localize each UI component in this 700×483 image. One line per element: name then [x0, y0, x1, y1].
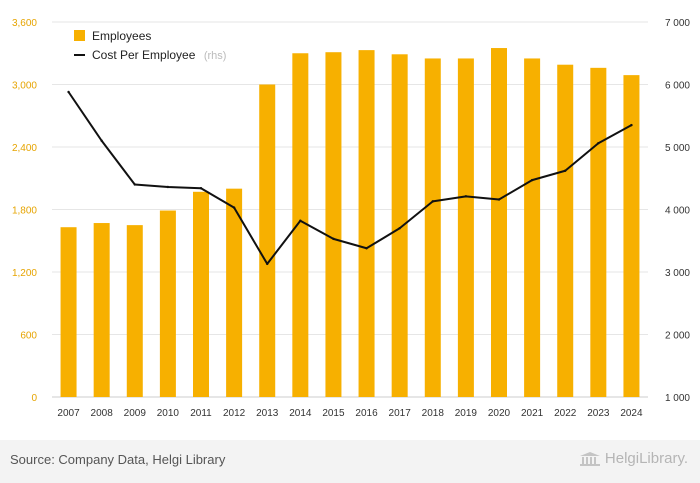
x-tick-label: 2015	[322, 408, 345, 419]
point-cost-2021	[530, 178, 534, 182]
bar-employees-2010	[159, 210, 176, 397]
point-cost-2008	[100, 139, 103, 142]
point-cost-2018	[431, 200, 434, 203]
right-tick-label: 2 000	[665, 331, 690, 342]
legend-label-employees: Employees	[92, 29, 151, 43]
left-tick-label: 0	[31, 393, 37, 404]
bar-series-employees	[60, 48, 640, 398]
left-tick-label: 600	[20, 331, 37, 342]
point-cost-2019	[464, 195, 468, 198]
source-note: Source: Company Data, Helgi Library	[10, 452, 226, 467]
left-tick-label: 1,800	[12, 206, 37, 217]
point-cost-2023	[597, 142, 600, 145]
brand-logo: HelgiLibrary.	[579, 450, 688, 467]
brand-name: HelgiLibrary.	[604, 450, 688, 467]
right-tick-label: 6 000	[665, 81, 690, 92]
x-tick-label: 2014	[289, 408, 312, 419]
x-tick-label: 2007	[57, 408, 80, 419]
right-tick-label: 7 000	[665, 18, 690, 29]
point-cost-2007	[67, 90, 70, 94]
x-axis-ticks: 2007 2008 2009 2010 2011 2012 2013 2014 2015 2016…	[57, 408, 643, 419]
x-tick-label: 2011	[190, 408, 212, 419]
x-tick-label: 2018	[422, 408, 445, 419]
bar-employees-2016	[358, 50, 375, 397]
legend-label-cost-note: (rhs)	[204, 50, 227, 62]
point-cost-2009	[133, 183, 136, 186]
bar-employees-2009	[126, 225, 143, 397]
right-tick-label: 4 000	[665, 206, 690, 217]
left-tick-label: 2,400	[12, 143, 37, 154]
grid-lines	[52, 21, 648, 398]
bar-employees-2015	[325, 52, 342, 397]
line-series-cost-per-employee	[67, 90, 633, 266]
right-tick-label: 3 000	[665, 268, 690, 279]
bar-employees-2020	[491, 48, 507, 398]
x-tick-label: 2017	[389, 408, 412, 419]
point-cost-2014	[299, 219, 302, 222]
bar-employees-2007	[60, 227, 77, 397]
bar-employees-2023	[590, 67, 607, 397]
x-tick-label: 2019	[455, 408, 478, 419]
point-cost-2020	[497, 198, 501, 201]
left-tick-label: 3,000	[12, 81, 37, 92]
legend: Employees Cost Per Employee (rhs)	[74, 29, 226, 63]
bar-employees-2021	[524, 58, 541, 397]
x-tick-label: 2022	[554, 408, 577, 419]
x-tick-label: 2013	[256, 408, 279, 419]
point-cost-2024	[630, 123, 633, 127]
point-cost-2015	[332, 237, 335, 241]
bar-employees-2018	[424, 58, 441, 397]
legend-label-cost-group: Cost Per Employee (rhs)	[92, 46, 226, 63]
x-tick-label: 2008	[91, 408, 114, 419]
point-cost-2011	[199, 187, 203, 190]
bar-employees-2024	[623, 75, 640, 397]
x-tick-label: 2010	[157, 408, 180, 419]
bar-employees-2013	[259, 84, 276, 397]
point-cost-2016	[365, 247, 368, 250]
right-tick-label: 1 000	[665, 393, 690, 404]
bar-employees-2012	[226, 188, 243, 397]
point-cost-2022	[564, 169, 567, 172]
point-cost-2017	[398, 227, 401, 230]
library-building-icon	[579, 451, 600, 466]
left-axis-ticks: 0 600 1,200 1,800 2,400 3,000 3,600	[12, 18, 37, 404]
bar-employees-2019	[457, 58, 474, 397]
x-tick-label: 2016	[355, 408, 378, 419]
bar-employees-2017	[391, 54, 408, 398]
right-axis-ticks: 1 000 2 000 3 000 4 000 5 000 6 000 7 000	[665, 18, 690, 404]
point-cost-2010	[166, 185, 170, 189]
point-cost-2012	[232, 206, 236, 209]
bar-employees-2011	[193, 191, 209, 397]
x-tick-label: 2012	[223, 408, 246, 419]
x-tick-label: 2020	[488, 408, 511, 419]
x-tick-label: 2023	[587, 408, 610, 419]
legend-swatch-employees	[74, 30, 85, 41]
x-tick-label: 2024	[620, 408, 643, 419]
bar-employees-2008	[93, 223, 110, 397]
bar-employees-2022	[557, 64, 574, 397]
point-cost-2013	[266, 262, 269, 266]
combo-chart: 0 600 1,200 1,800 2,400 3,000 3,600 1 000 2 000…	[12, 18, 690, 419]
x-tick-label: 2009	[124, 408, 147, 419]
left-tick-label: 1,200	[12, 268, 37, 279]
x-tick-label: 2021	[521, 408, 544, 419]
bar-employees-2014	[292, 53, 309, 397]
right-tick-label: 5 000	[665, 143, 690, 154]
left-tick-label: 3,600	[12, 18, 37, 29]
line-cost-per-employee	[67, 91, 632, 265]
legend-label-cost: Cost Per Employee	[92, 48, 196, 62]
